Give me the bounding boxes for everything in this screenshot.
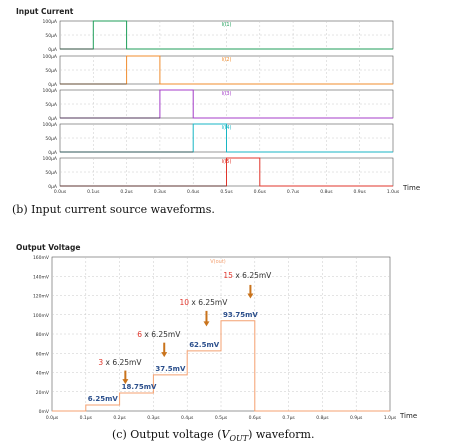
x-tick-label: 0.3us [154, 189, 167, 195]
multiplier-annotation: 6 x 6.25mV [137, 330, 181, 339]
y-tick-label: 0μA [48, 150, 58, 156]
x-tick-label: 0.7us [287, 189, 300, 195]
caption-c: (c) Output voltage (VOUT) waveform. [112, 428, 315, 444]
y-tick-label: 0μA [48, 116, 58, 122]
y-tick-label: 160mV [33, 255, 50, 261]
series-label: I(I3) [221, 91, 231, 97]
annotation-arrow-head [247, 293, 254, 299]
value-label: 37.5mV [155, 365, 186, 373]
y-tick-label: 50μA [45, 170, 58, 176]
y-tick-label: 0μA [48, 47, 58, 53]
y-tick-label: 0μA [48, 184, 58, 190]
input-current-xlabel: Time [402, 184, 420, 192]
x-tick-label: 0.8μs [316, 415, 329, 421]
value-label: 93.75mV [223, 311, 258, 319]
x-tick-label: 0.2μs [113, 415, 126, 421]
x-tick-label: 0.0us [54, 189, 67, 195]
y-tick-label: 40mV [36, 371, 50, 377]
annotation-arrow-head [122, 379, 129, 385]
series-line [52, 320, 390, 412]
x-tick-label: 0.4μs [181, 415, 194, 421]
x-tick-label: 0.5μs [215, 415, 228, 421]
output-voltage-xlabel: Time [399, 412, 417, 420]
series-label: I(I2) [221, 57, 231, 63]
output-voltage-chart: 0mV 20mV 40mV 60mV 80mV 100mV 120mV 140mV 160mV 0… [33, 255, 397, 421]
x-tick-label: 0.8us [320, 189, 333, 195]
y-tick-label: 100μA [42, 156, 57, 162]
y-tick-label: 140mV [33, 274, 50, 280]
x-tick-label: 0.9μs [350, 415, 363, 421]
y-tick-label: 50μA [45, 33, 58, 39]
value-label: 62.5mV [189, 341, 220, 349]
x-tick-label: 0.6us [254, 189, 267, 195]
x-tick-label: 0.6μs [249, 415, 262, 421]
y-tick-label: 0mV [39, 409, 50, 415]
y-tick-label: 20mV [36, 390, 50, 396]
x-tick-label: 1.0μs [384, 415, 397, 421]
x-tick-label: 0.3μs [147, 415, 160, 421]
x-tick-label: 0.1us [87, 189, 100, 195]
x-tick-label: 0.0μs [46, 415, 59, 421]
y-tick-label: 100μA [42, 122, 57, 128]
y-tick-label: 100μA [42, 54, 57, 60]
y-tick-label: 60mV [36, 351, 50, 357]
y-tick-label: 120mV [33, 294, 50, 300]
x-tick-label: 0.9us [354, 189, 367, 195]
multiplier-annotation: 3 x 6.25mV [98, 358, 142, 367]
y-tick-label: 100μA [42, 19, 57, 25]
y-tick-label: 50μA [45, 68, 58, 74]
series-label: V(out) [210, 259, 226, 265]
series-label: I(I1) [221, 22, 231, 28]
input-current-title: Input Current [16, 7, 74, 16]
x-tick-label: 1.0us [387, 189, 400, 195]
caption-b: (b) Input current source waveforms. [12, 203, 215, 216]
x-tick-label: 0.2us [120, 189, 133, 195]
multiplier-annotation: 10 x 6.25mV [179, 298, 228, 307]
x-tick-label: 0.5us [220, 189, 233, 195]
x-tick-label: 0.1μs [80, 415, 93, 421]
y-tick-label: 80mV [36, 332, 50, 338]
y-tick-label: 50μA [45, 102, 58, 108]
annotation-arrow-head [161, 352, 168, 358]
annotation-arrow-head [203, 321, 210, 327]
multiplier-annotation: 15 x 6.25mV [223, 271, 272, 280]
y-tick-label: 100μA [42, 88, 57, 94]
input-current-chart: 0μA 50μA 100μA I(I1) 0μA 50μA 100μA I(I2) 0μA 50μ… [42, 19, 399, 195]
output-voltage-title: Output Voltage [16, 243, 80, 252]
y-tick-label: 100mV [33, 313, 50, 319]
value-label: 18.75mV [122, 383, 157, 391]
x-tick-label: 0.7μs [282, 415, 295, 421]
y-tick-label: 0μA [48, 82, 58, 88]
y-tick-label: 50μA [45, 136, 58, 142]
x-tick-label: 0.4us [187, 189, 200, 195]
value-label: 6.25mV [88, 395, 119, 403]
